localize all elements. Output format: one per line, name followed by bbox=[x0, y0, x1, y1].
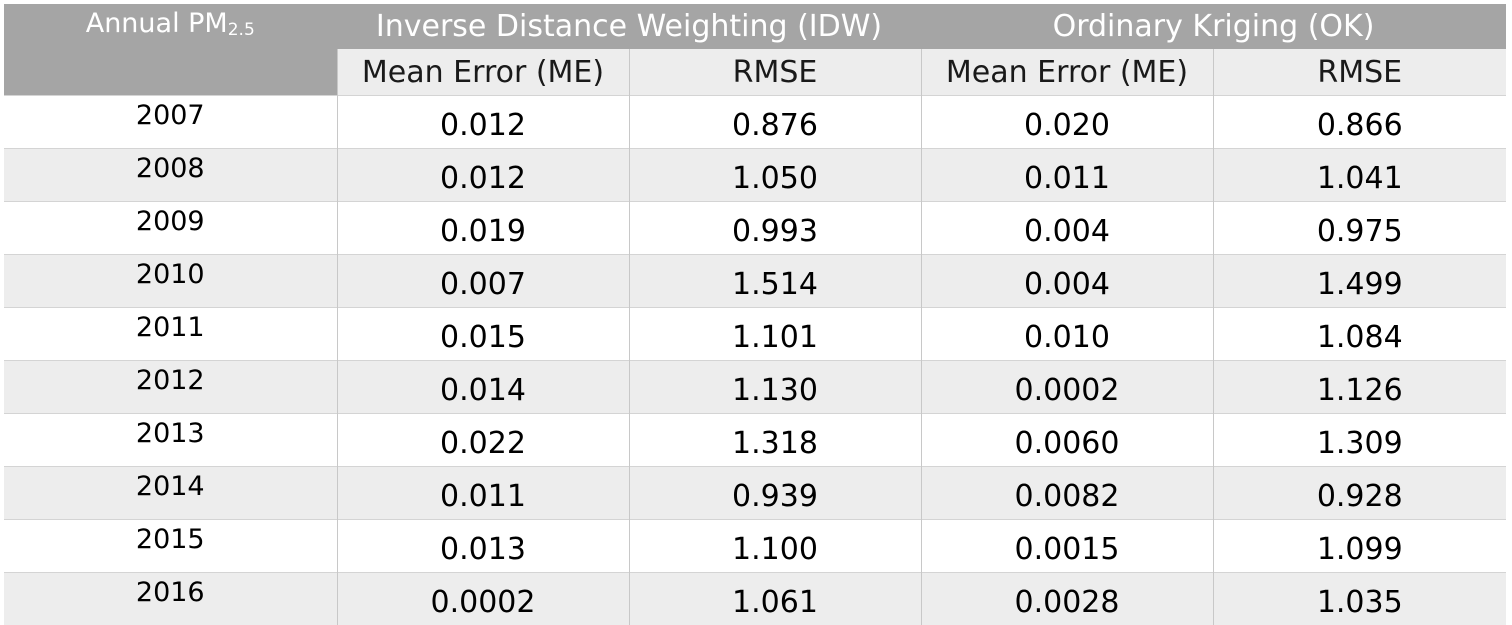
row-ok-me: 0.0002 bbox=[921, 361, 1213, 414]
row-ok-me: 0.011 bbox=[921, 149, 1213, 202]
row-ok-me: 0.0082 bbox=[921, 467, 1213, 520]
row-ok-rmse: 1.126 bbox=[1213, 361, 1506, 414]
row-ok-me: 0.004 bbox=[921, 255, 1213, 308]
row-idw-me: 0.012 bbox=[337, 149, 629, 202]
row-year: 2011 bbox=[4, 308, 337, 361]
row-ok-me: 0.0028 bbox=[921, 573, 1213, 625]
row-year: 2016 bbox=[4, 573, 337, 625]
corner-header: Annual PM2.5 bbox=[4, 4, 337, 96]
row-year: 2013 bbox=[4, 414, 337, 467]
row-year: 2012 bbox=[4, 361, 337, 414]
row-idw-rmse: 1.100 bbox=[629, 520, 921, 573]
row-idw-rmse: 0.939 bbox=[629, 467, 921, 520]
error-table: Annual PM2.5 Inverse Distance Weighting … bbox=[4, 4, 1506, 625]
row-ok-rmse: 1.309 bbox=[1213, 414, 1506, 467]
group-header-row: Annual PM2.5 Inverse Distance Weighting … bbox=[4, 4, 1506, 49]
row-idw-me: 0.013 bbox=[337, 520, 629, 573]
row-ok-me: 0.020 bbox=[921, 96, 1213, 149]
row-ok-rmse: 1.499 bbox=[1213, 255, 1506, 308]
row-idw-rmse: 1.061 bbox=[629, 573, 921, 625]
row-idw-rmse: 1.318 bbox=[629, 414, 921, 467]
row-idw-me: 0.012 bbox=[337, 96, 629, 149]
sub-header-idw-rmse: RMSE bbox=[629, 49, 921, 96]
row-year: 2009 bbox=[4, 202, 337, 255]
row-year: 2008 bbox=[4, 149, 337, 202]
row-idw-me: 0.014 bbox=[337, 361, 629, 414]
sub-header-ok-rmse: RMSE bbox=[1213, 49, 1506, 96]
row-idw-me: 0.0002 bbox=[337, 573, 629, 625]
row-ok-rmse: 1.084 bbox=[1213, 308, 1506, 361]
row-year: 2010 bbox=[4, 255, 337, 308]
row-idw-rmse: 0.876 bbox=[629, 96, 921, 149]
row-idw-me: 0.007 bbox=[337, 255, 629, 308]
row-ok-me: 0.0015 bbox=[921, 520, 1213, 573]
row-ok-rmse: 0.975 bbox=[1213, 202, 1506, 255]
row-year: 2014 bbox=[4, 467, 337, 520]
row-ok-rmse: 0.866 bbox=[1213, 96, 1506, 149]
row-idw-rmse: 1.050 bbox=[629, 149, 921, 202]
row-idw-me: 0.019 bbox=[337, 202, 629, 255]
row-idw-me: 0.015 bbox=[337, 308, 629, 361]
corner-label: Annual PM bbox=[86, 8, 228, 39]
row-idw-rmse: 0.993 bbox=[629, 202, 921, 255]
row-ok-rmse: 0.928 bbox=[1213, 467, 1506, 520]
sub-header-ok-me: Mean Error (ME) bbox=[921, 49, 1213, 96]
group-header-ok: Ordinary Kriging (OK) bbox=[921, 4, 1506, 49]
row-idw-rmse: 1.130 bbox=[629, 361, 921, 414]
row-ok-me: 0.004 bbox=[921, 202, 1213, 255]
group-header-idw: Inverse Distance Weighting (IDW) bbox=[337, 4, 921, 49]
sub-header-idw-me: Mean Error (ME) bbox=[337, 49, 629, 96]
row-ok-rmse: 1.099 bbox=[1213, 520, 1506, 573]
corner-subscript: 2.5 bbox=[228, 20, 255, 40]
row-idw-rmse: 1.514 bbox=[629, 255, 921, 308]
row-ok-rmse: 1.035 bbox=[1213, 573, 1506, 625]
row-idw-me: 0.022 bbox=[337, 414, 629, 467]
row-ok-rmse: 1.041 bbox=[1213, 149, 1506, 202]
row-ok-me: 0.0060 bbox=[921, 414, 1213, 467]
row-ok-me: 0.010 bbox=[921, 308, 1213, 361]
row-idw-rmse: 1.101 bbox=[629, 308, 921, 361]
row-year: 2015 bbox=[4, 520, 337, 573]
row-idw-me: 0.011 bbox=[337, 467, 629, 520]
row-year: 2007 bbox=[4, 96, 337, 149]
